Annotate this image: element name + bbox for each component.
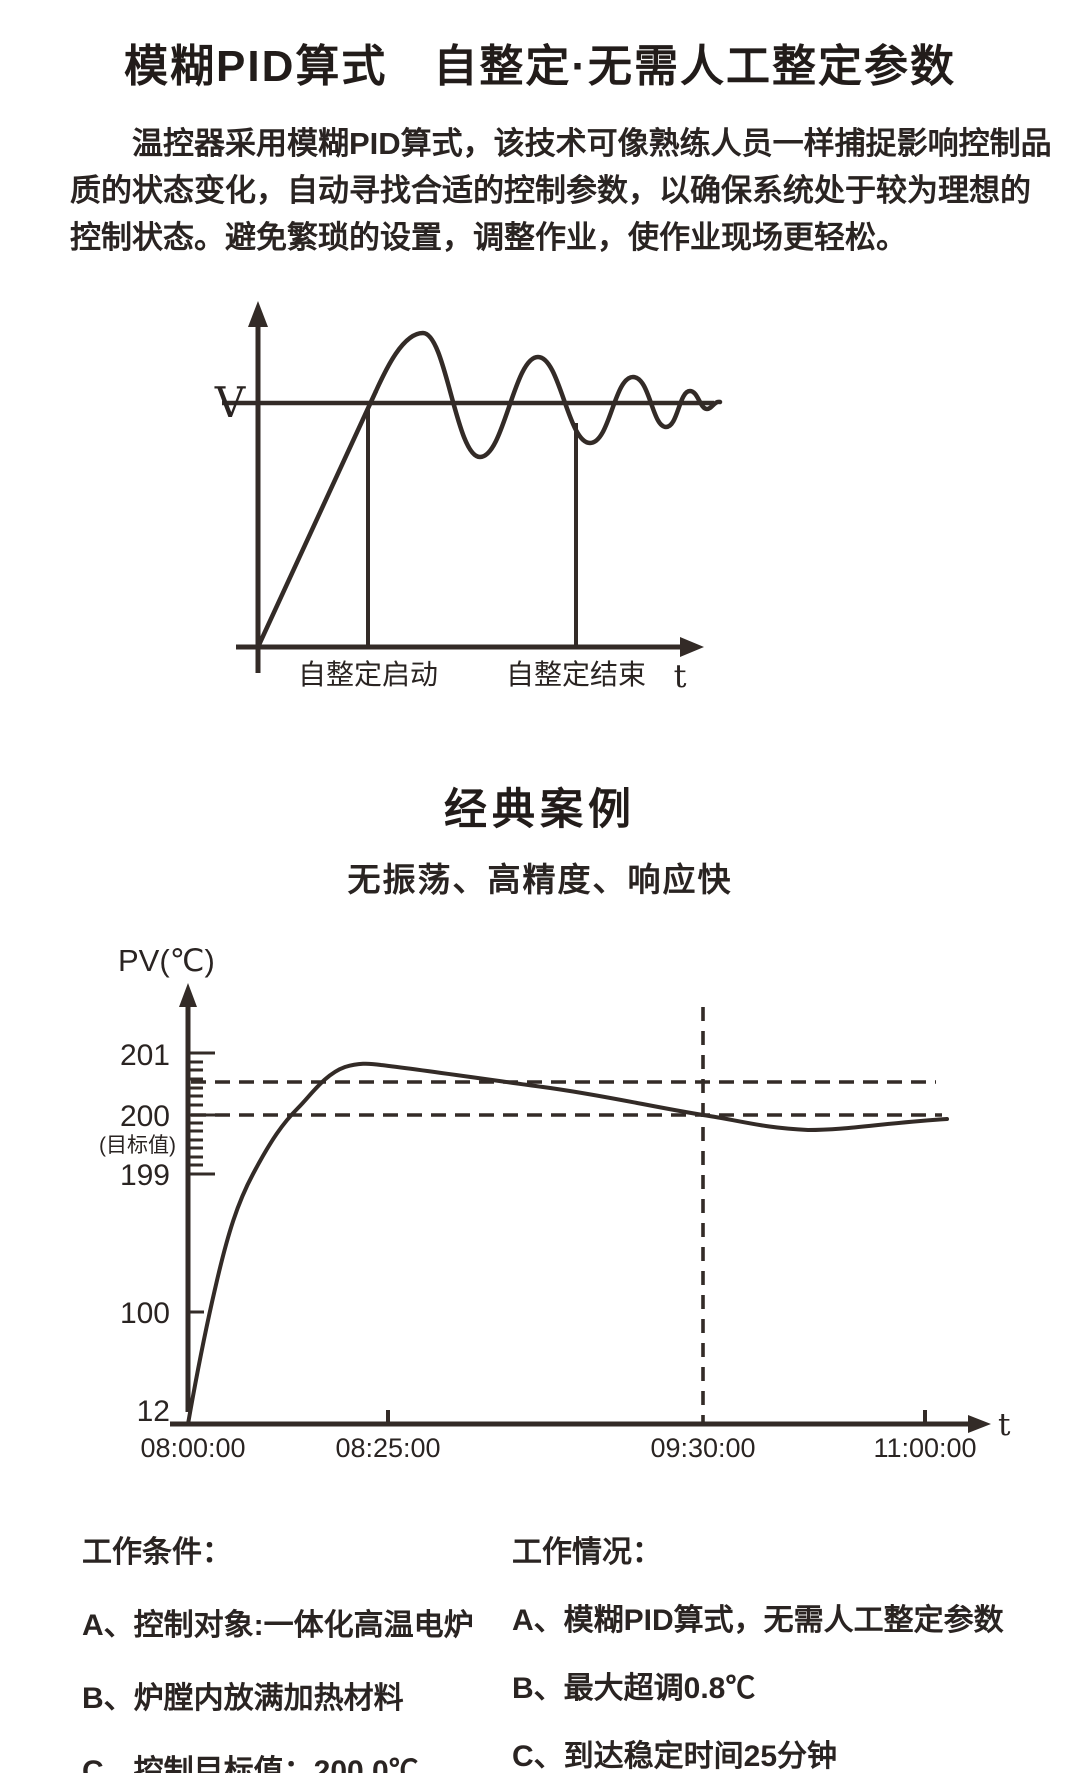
work-conditions-list: A、控制对象:一体化高温电炉 B、炉膛内放满加热材料 C、控制目标值：200.0℃ — [82, 1600, 512, 1773]
v-axis-label: V — [214, 378, 246, 427]
work-conditions-item: A、控制对象:一体化高温电炉 — [82, 1609, 474, 1642]
case-title: 经典案例 — [444, 786, 636, 834]
target-note: (目标值) — [99, 1134, 176, 1157]
work-conditions-item: B、炉膛内放满加热材料 — [82, 1682, 404, 1715]
x-axis-arrow-icon — [680, 637, 704, 657]
tuning-end-label: 自整定结束 — [506, 658, 646, 691]
y-axis-tick-comb — [188, 1051, 215, 1314]
y-tick-100: 100 — [120, 1297, 170, 1330]
work-status-item: A、模糊PID算式，无需人工整定参数 — [512, 1604, 1004, 1637]
intro-line-2: 质的状态变化，自动寻找合适的控制参数，以确保系统处于较为理想的 — [70, 173, 1031, 208]
intro-line-1: 温控器采用模糊PID算式，该技术可像熟练人员一样捕捉影响控制品 — [132, 126, 1052, 161]
page-title: 模糊PID算式 自整定·无需人工整定参数 — [124, 42, 956, 91]
case-subtitle: 无振荡、高精度、响应快 — [347, 861, 733, 898]
intro-paragraph: 温控器采用模糊PID算式，该技术可像熟练人员一样捕捉影响控制品 质的状态变化，自… — [70, 120, 1052, 261]
notes-section: 工作条件： A、控制对象:一体化高温电炉 B、炉膛内放满加热材料 C、控制目标值：2… — [82, 1527, 1080, 1773]
pv-axis-label: PV(℃) — [118, 943, 215, 978]
intro-line-3: 控制状态。避免繁琐的设置，调整作业，使作业现场更轻松。 — [70, 220, 907, 255]
x-tick-label-080000: 08:00:00 — [140, 1433, 245, 1463]
work-status-item: C、到达稳定时间25分钟 — [512, 1740, 838, 1773]
tuning-start-label: 自整定启动 — [298, 658, 438, 691]
oscillation-curve — [373, 330, 723, 460]
work-status: 工作情况： A、模糊PID算式，无需人工整定参数 B、最大超调0.8℃ C、到达稳定… — [512, 1527, 1052, 1773]
y-tick-201: 201 — [120, 1039, 170, 1072]
x-tick-label-110000: 11:00:00 — [873, 1433, 976, 1463]
work-status-title: 工作情况： — [512, 1536, 662, 1569]
t-axis-label-2: t — [998, 1407, 1011, 1443]
t-axis-label: t — [674, 657, 687, 695]
x-tick-label-082500: 08:25:00 — [335, 1433, 440, 1463]
work-conditions: 工作条件： A、控制对象:一体化高温电炉 B、炉膛内放满加热材料 C、控制目标值：2… — [82, 1527, 512, 1773]
work-status-item: B、最大超调0.8℃ — [512, 1672, 756, 1705]
ramp-line — [255, 390, 379, 648]
classic-case-chart: PV(℃) 201 200 (目标值) 199 100 12 t 08:00:0… — [99, 943, 1011, 1463]
time-x-axis-arrow-icon — [968, 1415, 991, 1433]
y-tick-199: 199 — [120, 1159, 170, 1192]
y-tick-12: 12 — [137, 1395, 170, 1428]
x-tick-label-093000: 09:30:00 — [650, 1433, 755, 1463]
self-tuning-diagram: V 自整定启动 自整定结束 t — [214, 301, 723, 695]
pv-curve — [186, 1061, 949, 1426]
work-status-list: A、模糊PID算式，无需人工整定参数 B、最大超调0.8℃ C、到达稳定时间25分钟… — [512, 1595, 1052, 1773]
work-conditions-item: C、控制目标值：200.0℃ — [82, 1755, 419, 1773]
work-conditions-title: 工作条件： — [82, 1536, 232, 1569]
y-axis-arrow-icon — [248, 301, 268, 327]
pv-y-axis-arrow-icon — [179, 983, 197, 1007]
y-tick-200: 200 — [120, 1100, 170, 1133]
